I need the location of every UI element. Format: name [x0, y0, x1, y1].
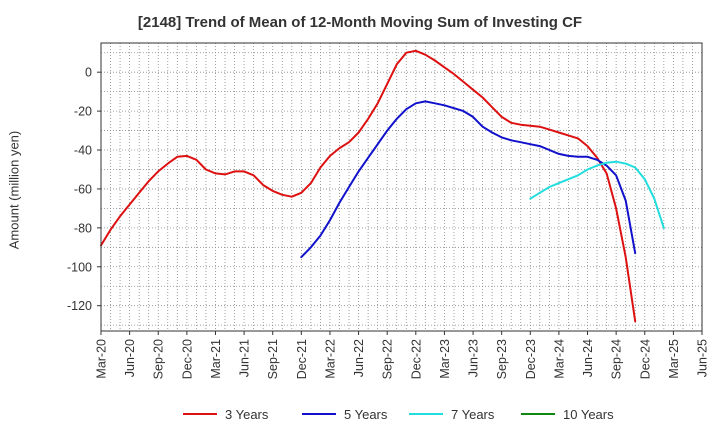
- x-tick-label: Mar-24: [552, 339, 566, 379]
- y-tick-label: 0: [85, 66, 92, 80]
- x-tick-label: Jun-24: [581, 339, 595, 377]
- series-lines: [100, 49, 665, 323]
- x-tick-label: Dec-23: [524, 339, 538, 379]
- x-tick-label: Sep-23: [495, 339, 509, 379]
- chart-title: [2148] Trend of Mean of 12-Month Moving …: [137, 14, 583, 31]
- series-line-3-years: [100, 49, 637, 323]
- y-axis-ticks: 0 -20 -40 -60 -80 -100 -120: [67, 66, 101, 313]
- x-tick-label: Sep-22: [381, 339, 395, 379]
- x-tick-label: Sep-21: [266, 339, 280, 379]
- grid: [101, 43, 702, 331]
- y-tick-label: -80: [74, 221, 92, 235]
- series-line-5-years: [300, 100, 637, 259]
- x-tick-label: Mar-21: [209, 339, 223, 379]
- y-tick-label: -100: [67, 260, 92, 274]
- x-tick-label: Jun-20: [123, 339, 137, 377]
- x-tick-label: Dec-22: [409, 339, 423, 379]
- x-tick-label: Sep-24: [610, 339, 624, 379]
- x-tick-label: Sep-20: [152, 339, 166, 379]
- x-tick-label: Jun-22: [352, 339, 366, 377]
- y-tick-label: -40: [74, 144, 92, 158]
- legend: 3 Years 5 Years 7 Years 10 Years: [183, 407, 614, 422]
- x-tick-label: Dec-21: [295, 339, 309, 379]
- x-tick-label: Mar-23: [438, 339, 452, 379]
- legend-label: 3 Years: [225, 407, 269, 422]
- x-tick-label: Mar-20: [95, 339, 109, 379]
- x-tick-label: Jun-21: [238, 339, 252, 377]
- x-tick-label: Dec-20: [180, 339, 194, 379]
- plot-area: [100, 42, 703, 332]
- x-tick-label: Jun-23: [467, 339, 481, 377]
- y-tick-label: -20: [74, 105, 92, 119]
- legend-label: 10 Years: [563, 407, 614, 422]
- x-tick-label: Mar-22: [323, 339, 337, 379]
- series-line-7-years: [529, 160, 665, 229]
- y-tick-label: -120: [67, 299, 92, 313]
- x-tick-label: Mar-25: [667, 339, 681, 379]
- x-tick-label: Jun-25: [696, 339, 710, 377]
- y-tick-label: -60: [74, 182, 92, 196]
- legend-label: 7 Years: [451, 407, 495, 422]
- x-tick-label: Dec-24: [638, 339, 652, 379]
- x-axis-ticks: Mar-20 Jun-20 Sep-20 Dec-20 Mar-21 Jun-21 Sep-…: [95, 331, 710, 379]
- legend-label: 5 Years: [344, 407, 388, 422]
